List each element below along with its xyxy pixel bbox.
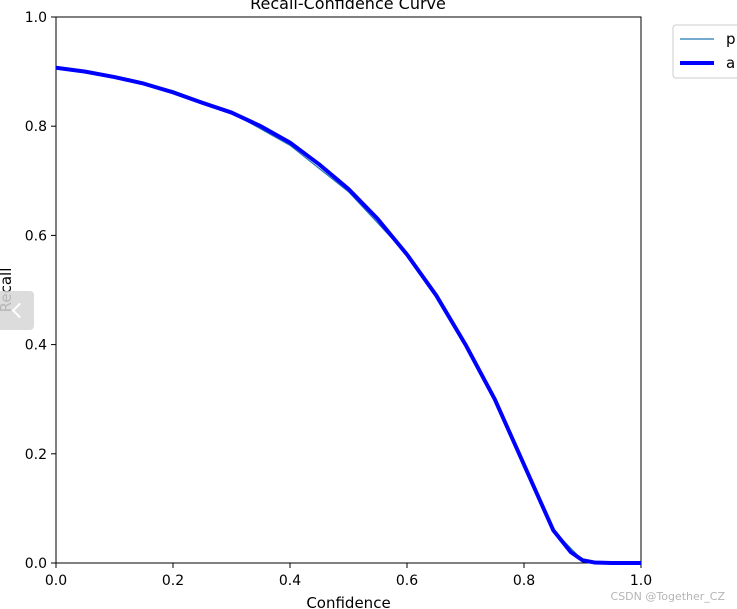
legend-label-a: a (726, 54, 735, 72)
y-tick-label: 0.8 (25, 119, 47, 135)
previous-page-button[interactable] (0, 291, 34, 330)
y-tick-label: 0.2 (25, 447, 47, 463)
x-tick-label: 0.6 (396, 573, 418, 589)
series-layer (55, 65, 641, 565)
series-line-p (55, 67, 641, 564)
y-tick-label: 0.0 (25, 556, 47, 572)
x-tick-label: 0.8 (513, 573, 535, 589)
x-tick-label: 0.2 (162, 573, 184, 589)
legend: pa (672, 24, 737, 79)
y-tick-label: 0.4 (25, 338, 47, 354)
legend-label-p: p (726, 30, 736, 48)
x-tick-label: 0.0 (45, 573, 67, 589)
series-line-a (55, 65, 641, 565)
y-axis: 0.0 0.2 0.4 0.6 0.8 1.0 (25, 10, 56, 572)
x-axis-label: Confidence (306, 594, 390, 609)
x-tick-label: 1.0 (630, 573, 652, 589)
x-tick-label: 0.4 (279, 573, 301, 589)
chart-title: Recall-Confidence Curve (250, 0, 446, 13)
watermark: CSDN @Together_CZ (610, 590, 725, 603)
y-tick-label: 0.6 (25, 228, 47, 244)
chevron-left-icon (11, 302, 27, 319)
x-axis: 0.0 0.2 0.4 0.6 0.8 1.0 (45, 563, 652, 589)
y-tick-label: 1.0 (25, 10, 47, 26)
plot-area (55, 16, 642, 564)
